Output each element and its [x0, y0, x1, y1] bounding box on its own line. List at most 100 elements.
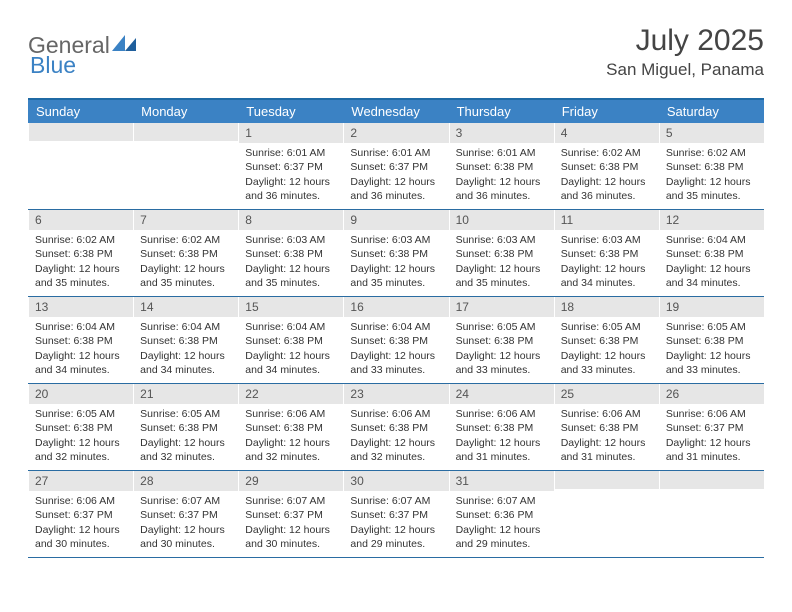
day-cell: 27Sunrise: 6:06 AMSunset: 6:37 PMDayligh… [28, 471, 133, 557]
sunset-text: Sunset: 6:38 PM [561, 421, 653, 435]
day-cell-empty [554, 471, 659, 557]
sunset-text: Sunset: 6:38 PM [456, 247, 548, 261]
sunrise-text: Sunrise: 6:02 AM [140, 233, 232, 247]
dow-cell: Thursday [449, 100, 554, 123]
sunset-text: Sunset: 6:38 PM [245, 247, 337, 261]
sunset-text: Sunset: 6:37 PM [35, 508, 127, 522]
sunrise-text: Sunrise: 6:03 AM [350, 233, 442, 247]
day-cell: 18Sunrise: 6:05 AMSunset: 6:38 PMDayligh… [554, 297, 659, 383]
daylight-text: Daylight: 12 hours and 31 minutes. [666, 436, 758, 464]
day-body: Sunrise: 6:01 AMSunset: 6:37 PMDaylight:… [344, 143, 448, 209]
day-number [660, 471, 764, 489]
day-cell: 5Sunrise: 6:02 AMSunset: 6:38 PMDaylight… [659, 123, 764, 209]
sunrise-text: Sunrise: 6:07 AM [140, 494, 232, 508]
sunset-text: Sunset: 6:37 PM [140, 508, 232, 522]
day-number: 23 [344, 384, 448, 404]
sunset-text: Sunset: 6:38 PM [350, 334, 442, 348]
sunset-text: Sunset: 6:37 PM [350, 160, 442, 174]
sunrise-text: Sunrise: 6:01 AM [350, 146, 442, 160]
day-number: 11 [555, 210, 659, 230]
day-cell: 20Sunrise: 6:05 AMSunset: 6:38 PMDayligh… [28, 384, 133, 470]
location: San Miguel, Panama [606, 60, 764, 80]
day-cell-empty [659, 471, 764, 557]
day-body: Sunrise: 6:06 AMSunset: 6:38 PMDaylight:… [344, 404, 448, 470]
dow-cell: Monday [133, 100, 238, 123]
day-body: Sunrise: 6:02 AMSunset: 6:38 PMDaylight:… [555, 143, 659, 209]
sunset-text: Sunset: 6:38 PM [350, 421, 442, 435]
day-body: Sunrise: 6:05 AMSunset: 6:38 PMDaylight:… [134, 404, 238, 470]
day-number: 10 [450, 210, 554, 230]
daylight-text: Daylight: 12 hours and 35 minutes. [35, 262, 127, 290]
day-cell: 9Sunrise: 6:03 AMSunset: 6:38 PMDaylight… [343, 210, 448, 296]
day-number: 26 [660, 384, 764, 404]
day-number: 19 [660, 297, 764, 317]
daylight-text: Daylight: 12 hours and 33 minutes. [456, 349, 548, 377]
day-body: Sunrise: 6:03 AMSunset: 6:38 PMDaylight:… [239, 230, 343, 296]
sunrise-text: Sunrise: 6:03 AM [245, 233, 337, 247]
sunset-text: Sunset: 6:38 PM [456, 160, 548, 174]
day-body: Sunrise: 6:04 AMSunset: 6:38 PMDaylight:… [660, 230, 764, 296]
week-row: 6Sunrise: 6:02 AMSunset: 6:38 PMDaylight… [28, 210, 764, 297]
daylight-text: Daylight: 12 hours and 35 minutes. [245, 262, 337, 290]
day-body: Sunrise: 6:07 AMSunset: 6:37 PMDaylight:… [134, 491, 238, 557]
daylight-text: Daylight: 12 hours and 32 minutes. [140, 436, 232, 464]
sunrise-text: Sunrise: 6:06 AM [666, 407, 758, 421]
sunset-text: Sunset: 6:38 PM [561, 160, 653, 174]
day-body: Sunrise: 6:04 AMSunset: 6:38 PMDaylight:… [344, 317, 448, 383]
sunset-text: Sunset: 6:38 PM [35, 421, 127, 435]
sunset-text: Sunset: 6:38 PM [456, 334, 548, 348]
day-body: Sunrise: 6:07 AMSunset: 6:37 PMDaylight:… [239, 491, 343, 557]
day-cell: 12Sunrise: 6:04 AMSunset: 6:38 PMDayligh… [659, 210, 764, 296]
day-number: 16 [344, 297, 448, 317]
daylight-text: Daylight: 12 hours and 30 minutes. [140, 523, 232, 551]
day-cell: 17Sunrise: 6:05 AMSunset: 6:38 PMDayligh… [449, 297, 554, 383]
daylight-text: Daylight: 12 hours and 36 minutes. [245, 175, 337, 203]
daylight-text: Daylight: 12 hours and 36 minutes. [350, 175, 442, 203]
daylight-text: Daylight: 12 hours and 32 minutes. [35, 436, 127, 464]
day-cell: 10Sunrise: 6:03 AMSunset: 6:38 PMDayligh… [449, 210, 554, 296]
day-cell: 8Sunrise: 6:03 AMSunset: 6:38 PMDaylight… [238, 210, 343, 296]
month-title: July 2025 [606, 24, 764, 58]
day-body: Sunrise: 6:02 AMSunset: 6:38 PMDaylight:… [134, 230, 238, 296]
dow-cell: Friday [554, 100, 659, 123]
day-cell: 23Sunrise: 6:06 AMSunset: 6:38 PMDayligh… [343, 384, 448, 470]
day-number: 17 [450, 297, 554, 317]
weeks-container: 1Sunrise: 6:01 AMSunset: 6:37 PMDaylight… [28, 123, 764, 558]
day-body: Sunrise: 6:02 AMSunset: 6:38 PMDaylight:… [660, 143, 764, 209]
day-body: Sunrise: 6:04 AMSunset: 6:38 PMDaylight:… [134, 317, 238, 383]
day-number: 25 [555, 384, 659, 404]
daylight-text: Daylight: 12 hours and 35 minutes. [350, 262, 442, 290]
day-number [555, 471, 659, 489]
day-number: 3 [450, 123, 554, 143]
sunrise-text: Sunrise: 6:02 AM [666, 146, 758, 160]
day-body: Sunrise: 6:06 AMSunset: 6:37 PMDaylight:… [660, 404, 764, 470]
daylight-text: Daylight: 12 hours and 33 minutes. [666, 349, 758, 377]
daylight-text: Daylight: 12 hours and 36 minutes. [456, 175, 548, 203]
dow-cell: Wednesday [343, 100, 448, 123]
day-cell: 1Sunrise: 6:01 AMSunset: 6:37 PMDaylight… [238, 123, 343, 209]
day-number: 21 [134, 384, 238, 404]
day-body: Sunrise: 6:03 AMSunset: 6:38 PMDaylight:… [450, 230, 554, 296]
logo-mark-icon [112, 33, 138, 51]
day-cell: 2Sunrise: 6:01 AMSunset: 6:37 PMDaylight… [343, 123, 448, 209]
sunset-text: Sunset: 6:38 PM [456, 421, 548, 435]
day-cell: 11Sunrise: 6:03 AMSunset: 6:38 PMDayligh… [554, 210, 659, 296]
sunset-text: Sunset: 6:38 PM [35, 247, 127, 261]
day-body: Sunrise: 6:05 AMSunset: 6:38 PMDaylight:… [29, 404, 133, 470]
day-body: Sunrise: 6:04 AMSunset: 6:38 PMDaylight:… [239, 317, 343, 383]
day-number: 1 [239, 123, 343, 143]
day-cell: 14Sunrise: 6:04 AMSunset: 6:38 PMDayligh… [133, 297, 238, 383]
sunrise-text: Sunrise: 6:04 AM [35, 320, 127, 334]
day-number: 7 [134, 210, 238, 230]
day-number: 2 [344, 123, 448, 143]
day-cell: 15Sunrise: 6:04 AMSunset: 6:38 PMDayligh… [238, 297, 343, 383]
sunrise-text: Sunrise: 6:05 AM [140, 407, 232, 421]
sunrise-text: Sunrise: 6:04 AM [350, 320, 442, 334]
sunset-text: Sunset: 6:38 PM [245, 421, 337, 435]
daylight-text: Daylight: 12 hours and 34 minutes. [245, 349, 337, 377]
sunset-text: Sunset: 6:38 PM [140, 421, 232, 435]
day-number: 15 [239, 297, 343, 317]
sunset-text: Sunset: 6:36 PM [456, 508, 548, 522]
day-cell: 13Sunrise: 6:04 AMSunset: 6:38 PMDayligh… [28, 297, 133, 383]
sunset-text: Sunset: 6:38 PM [35, 334, 127, 348]
